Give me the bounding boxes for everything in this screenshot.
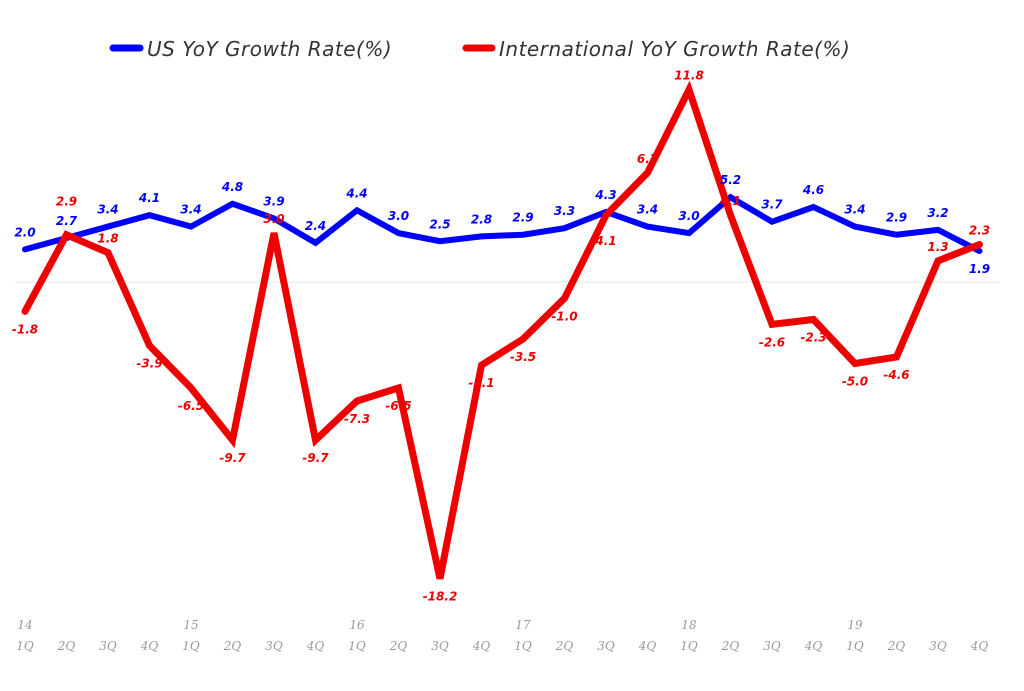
us-data-label: 2.4 [305, 219, 326, 233]
us-data-label: 3.4 [180, 203, 201, 217]
x-tick-year: 19 [847, 618, 863, 632]
intl-data-label: -6.5 [178, 399, 204, 413]
x-tick-quarter: 4Q [306, 639, 325, 653]
x-tick-quarter: 1Q [846, 639, 864, 653]
x-tick-quarter: 3Q [99, 639, 117, 653]
x-tick-quarter: 4Q [638, 639, 657, 653]
x-tick-quarter: 2Q [555, 639, 574, 653]
intl-data-label: 4.1 [594, 234, 616, 248]
intl-data-label: 4.1 [719, 194, 741, 208]
us-data-label: 3.0 [388, 209, 409, 223]
intl-data-label: -1.8 [12, 322, 38, 336]
us-data-label: 3.7 [761, 198, 783, 212]
x-tick-year: 17 [515, 618, 531, 632]
intl-data-label: -1.0 [551, 309, 577, 323]
intl-data-label: -18.2 [423, 590, 458, 604]
us-series-line [22, 193, 983, 255]
us-data-label: 4.3 [594, 188, 616, 202]
x-tick-quarter: 2Q [389, 639, 408, 653]
x-tick-quarter: 2Q [57, 639, 76, 653]
intl-data-label: -5.0 [842, 375, 868, 389]
x-tick-year: 14 [17, 618, 32, 632]
us-data-label: 2.8 [471, 212, 492, 226]
us-data-label: 1.9 [969, 262, 990, 276]
intl-data-label: 2.9 [56, 195, 77, 209]
x-tick-quarter: 3Q [929, 639, 947, 653]
us-data-label: 3.4 [637, 203, 658, 217]
us-data-label: 3.3 [554, 204, 575, 218]
us-data-label: 4.4 [345, 186, 367, 200]
intl-data-label: -2.6 [759, 335, 785, 349]
x-tick-quarter: 2Q [223, 639, 242, 653]
intl-data-label: 2.3 [969, 224, 990, 238]
intl-data-label: -7.3 [344, 412, 370, 426]
intl-data-label: 11.8 [674, 69, 704, 83]
us-data-label: 2.9 [886, 211, 907, 225]
legend-label-us: US YoY Growth Rate(%) [147, 37, 392, 61]
x-tick-quarter: 2Q [721, 639, 740, 653]
x-tick-quarter: 4Q [472, 639, 491, 653]
x-tick-quarter: 3Q [431, 639, 449, 653]
us-data-label: 2.9 [512, 211, 533, 225]
us-data-label: 2.5 [429, 217, 450, 231]
us-data-label: 2.0 [14, 225, 35, 239]
x-tick-quarter: 3Q [597, 639, 615, 653]
us-data-label: 3.4 [97, 203, 118, 217]
intl-data-label: 1.3 [927, 240, 948, 254]
intl-data-label: -9.7 [219, 451, 246, 465]
x-tick-quarter: 1Q [514, 639, 532, 653]
x-tick-quarter: 3Q [265, 639, 283, 653]
intl-data-label: -3.9 [136, 357, 162, 371]
x-tick-quarter: 3Q [763, 639, 781, 653]
intl-data-label: 1.8 [97, 232, 118, 246]
x-tick-quarter: 1Q [348, 639, 366, 653]
intl-data-label: -6.5 [385, 399, 411, 413]
x-tick-year: 18 [681, 618, 697, 632]
us-data-label: 5.2 [720, 173, 741, 187]
intl-data-label: -2.3 [800, 330, 826, 344]
x-tick-quarter: 1Q [182, 639, 200, 653]
intl-data-label: -3.5 [510, 350, 536, 364]
legend: US YoY Growth Rate(%) International YoY … [109, 37, 850, 61]
us-data-label: 4.6 [802, 183, 824, 197]
x-tick-year: 16 [349, 618, 365, 632]
x-tick-quarter: 2Q [887, 639, 906, 653]
us-data-label: 3.9 [263, 194, 284, 208]
x-tick-quarter: 4Q [970, 639, 989, 653]
us-data-label: 3.4 [844, 203, 865, 217]
x-tick-year: 15 [183, 618, 198, 632]
intl-series-line [21, 80, 983, 580]
x-tick-quarter: 1Q [16, 639, 34, 653]
x-tick-quarter: 4Q [804, 639, 823, 653]
legend-label-intl: International YoY Growth Rate(%) [499, 37, 850, 61]
intl-data-label: 3.0 [263, 212, 284, 226]
intl-data-label: -4.6 [883, 368, 909, 382]
intl-data-label: -5.1 [468, 376, 494, 390]
us-data-label: 3.0 [678, 209, 699, 223]
us-data-label: 2.7 [56, 214, 78, 228]
us-data-label: 4.8 [221, 180, 243, 194]
intl-data-label: -9.7 [302, 451, 329, 465]
x-tick-quarter: 4Q [140, 639, 159, 653]
x-tick-quarter: 1Q [680, 639, 698, 653]
us-data-label: 3.2 [927, 206, 948, 220]
intl-data-label: 6.7 [637, 152, 659, 166]
us-data-label: 4.1 [138, 191, 160, 205]
